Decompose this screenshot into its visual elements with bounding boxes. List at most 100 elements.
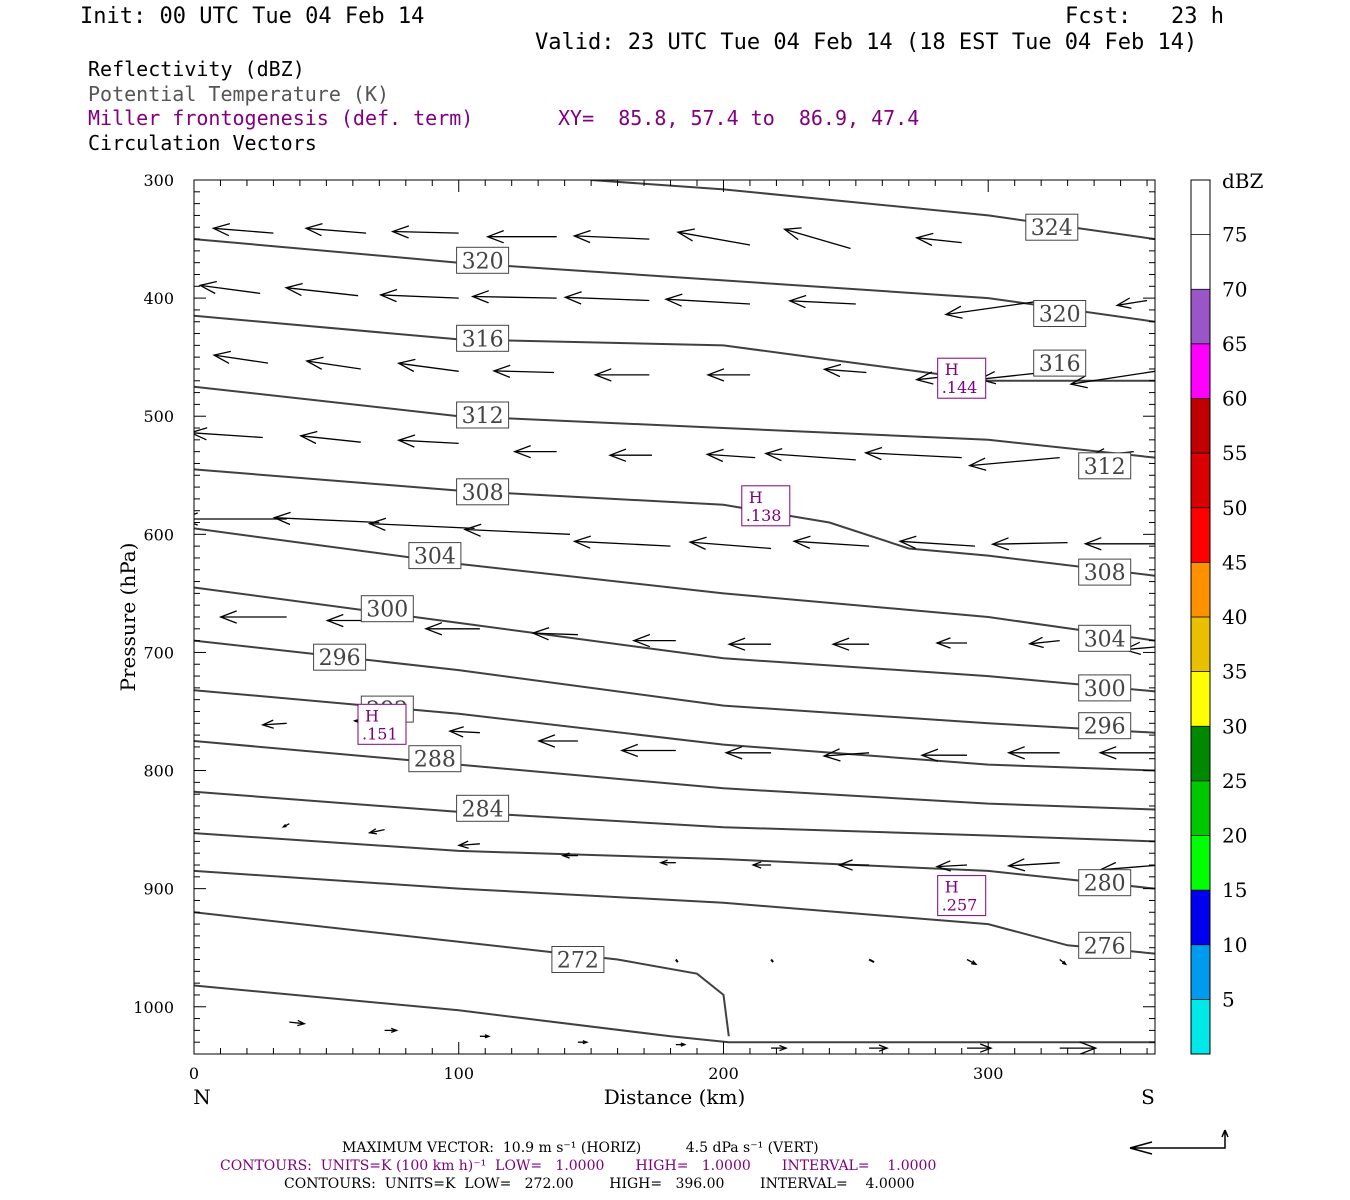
circulation-vector	[990, 537, 1068, 551]
theta-contour-312	[194, 385, 1155, 459]
theta-contour-316	[194, 314, 1155, 382]
colorbar-units: dBZ	[1222, 169, 1264, 193]
circulation-vector	[537, 734, 578, 748]
reference-vector-arrow	[1129, 1129, 1229, 1155]
contour-label-box	[456, 401, 510, 429]
circulation-vector	[289, 1019, 307, 1027]
circulation-vector	[1115, 297, 1148, 309]
colorbar-swatch	[1191, 835, 1210, 891]
contour-label-288: 288	[408, 745, 462, 773]
contour-label-316: 316	[456, 324, 510, 352]
circulation-vector	[284, 282, 359, 297]
colorbar-label: 45	[1222, 550, 1247, 574]
theta-legend: Potential Temperature (K)	[88, 82, 390, 106]
frontogenesis-legend: Miller frontogenesis (def. term)	[88, 106, 474, 130]
circulation-vector	[792, 535, 870, 549]
contour-label-text: 312	[462, 404, 504, 429]
circulation-vector	[608, 448, 652, 462]
circulation-vector	[863, 446, 962, 461]
circulation-vector	[771, 1044, 788, 1052]
circulation-vector	[1006, 858, 1060, 872]
circulation-vector	[194, 427, 263, 441]
frontogenesis-max-label: H	[749, 488, 763, 507]
circulation-vector	[1027, 636, 1060, 649]
colorbar-swatch	[1191, 343, 1210, 399]
contour-label-box	[1078, 452, 1132, 480]
theta-contour-268	[194, 984, 1155, 1044]
contour-label-text: 308	[462, 481, 504, 506]
frontogenesis-max-value: .144	[942, 378, 978, 397]
circulation-vector	[831, 637, 870, 651]
circulation-vector	[967, 456, 1060, 471]
circulation-vector	[914, 232, 962, 247]
colorbar-label: 40	[1222, 605, 1247, 629]
colorbar-swatch	[1191, 289, 1210, 344]
y-tick-label: 900	[143, 880, 174, 899]
colorbar-swatch	[1191, 999, 1210, 1054]
contour-label-296: 296	[313, 643, 367, 671]
circulation-vector	[378, 288, 459, 303]
circulation-vector	[281, 823, 290, 828]
circulation-vector	[390, 225, 459, 239]
circulation-vector	[272, 511, 380, 526]
theta-contour-284	[194, 790, 1155, 843]
theta-contour-308	[194, 468, 1155, 577]
colorbar-label: 5	[1222, 987, 1235, 1011]
y-tick-label: 400	[143, 289, 174, 308]
contours-frontogenesis-note: CONTOURS: UNITS=K (100 km h)⁻¹ LOW= 1.00…	[220, 1158, 937, 1174]
circulation-vector	[724, 746, 772, 760]
contour-label-text: 316	[1039, 352, 1081, 377]
contour-label-320: 320	[456, 246, 510, 274]
theta-contour-296	[194, 639, 1155, 734]
circulation-vector	[367, 828, 385, 835]
contour-label-text: 320	[462, 249, 504, 274]
contour-label-box	[313, 643, 367, 671]
y-axis-title: Pressure (hPa)	[116, 543, 140, 692]
contour-label-box	[456, 478, 510, 506]
circulation-vector	[492, 364, 555, 379]
circulation-vector	[898, 535, 976, 549]
frontogenesis-max-label: H	[945, 360, 959, 379]
contour-label-296: 296	[1078, 712, 1132, 740]
theta-contour-labels: 3243203203163163123123083083043043003002…	[313, 213, 1132, 974]
circulation-vector	[572, 535, 671, 549]
circulation-vector	[194, 512, 287, 526]
circulation-vector	[868, 958, 875, 964]
contour-label-text: 300	[1084, 677, 1126, 702]
circulation-vector	[706, 368, 750, 382]
frontogenesis-max-box	[741, 485, 791, 527]
circulation-vector	[787, 294, 856, 309]
contour-label-304: 304	[408, 542, 462, 570]
colorbar-swatch	[1191, 617, 1210, 672]
colorbar-label: 30	[1222, 714, 1247, 738]
circulation-vector	[966, 958, 978, 966]
colorbar-label: 70	[1222, 277, 1247, 301]
frontogenesis-max-value: .138	[746, 506, 782, 525]
theta-contour-280	[194, 832, 1155, 890]
contour-label-text: 272	[557, 949, 599, 974]
contour-label-box	[408, 542, 462, 570]
forecast-hour: Fcst: 23 h	[1065, 4, 1224, 29]
circulation-vector	[751, 861, 772, 869]
colorbar-label: 35	[1222, 660, 1247, 684]
contour-label-text: 312	[1084, 455, 1126, 480]
contour-label-312: 312	[456, 401, 510, 429]
contour-label-box	[408, 745, 462, 773]
circulation-vector	[727, 637, 772, 651]
circulation-vector	[1098, 746, 1155, 760]
circulation-vector	[763, 447, 856, 462]
circulation-vector	[675, 1042, 687, 1047]
contour-label-300: 300	[360, 595, 414, 623]
contour-label-box	[1078, 558, 1132, 586]
contour-label-276: 276	[1078, 931, 1132, 959]
contour-label-box	[456, 324, 510, 352]
circulation-vector	[577, 1040, 589, 1045]
contour-label-text: 296	[1084, 715, 1126, 740]
contour-label-text: 308	[1084, 561, 1126, 586]
circulation-vector	[688, 536, 772, 550]
contour-label-272: 272	[551, 946, 605, 974]
colorbar-swatch	[1191, 507, 1210, 563]
reflectivity-legend: Reflectivity (dBZ)	[88, 57, 305, 81]
x-tick-label: 100	[443, 1064, 474, 1083]
